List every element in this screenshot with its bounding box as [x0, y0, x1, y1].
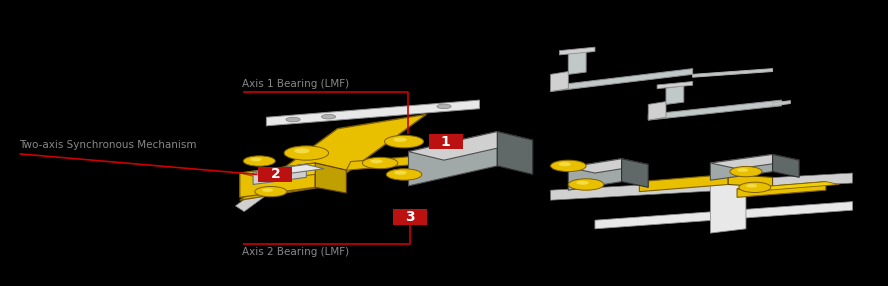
Polygon shape [773, 154, 799, 177]
FancyBboxPatch shape [393, 209, 427, 225]
Circle shape [286, 117, 300, 122]
Polygon shape [408, 132, 533, 160]
Polygon shape [568, 159, 648, 173]
Polygon shape [710, 154, 773, 180]
Polygon shape [595, 202, 852, 229]
Circle shape [437, 104, 451, 109]
Polygon shape [346, 149, 506, 170]
Circle shape [394, 171, 407, 175]
Polygon shape [657, 82, 693, 89]
Circle shape [746, 184, 757, 188]
FancyBboxPatch shape [429, 134, 463, 149]
Polygon shape [648, 100, 781, 120]
Polygon shape [253, 164, 306, 184]
Circle shape [362, 157, 398, 169]
Circle shape [568, 179, 604, 190]
Circle shape [284, 146, 329, 160]
Text: 3: 3 [406, 210, 415, 224]
Polygon shape [240, 163, 315, 197]
Polygon shape [710, 174, 746, 233]
Polygon shape [551, 72, 568, 92]
Circle shape [393, 138, 407, 142]
Polygon shape [622, 159, 648, 187]
Polygon shape [497, 132, 533, 174]
Text: 2: 2 [271, 168, 280, 181]
Circle shape [262, 188, 274, 192]
Polygon shape [253, 164, 324, 176]
Polygon shape [737, 182, 839, 192]
Circle shape [321, 114, 336, 119]
Polygon shape [710, 154, 799, 169]
Circle shape [559, 162, 571, 166]
Polygon shape [240, 163, 346, 180]
Polygon shape [737, 182, 826, 197]
Polygon shape [551, 69, 693, 92]
Text: Two-axis Synchronous Mechanism: Two-axis Synchronous Mechanism [20, 140, 197, 150]
Polygon shape [551, 173, 852, 200]
Polygon shape [266, 100, 480, 126]
Polygon shape [240, 114, 426, 200]
Circle shape [737, 168, 749, 172]
FancyBboxPatch shape [258, 166, 292, 182]
Text: 1: 1 [441, 135, 450, 148]
Polygon shape [773, 101, 790, 106]
Circle shape [255, 186, 287, 197]
Circle shape [243, 156, 275, 166]
Circle shape [576, 181, 589, 185]
Circle shape [250, 158, 262, 161]
Circle shape [730, 166, 762, 177]
Polygon shape [666, 86, 684, 104]
Polygon shape [648, 102, 666, 120]
Circle shape [294, 148, 310, 153]
Polygon shape [639, 174, 728, 192]
Polygon shape [408, 132, 497, 186]
Text: Axis 2 Bearing (LMF): Axis 2 Bearing (LMF) [242, 247, 349, 257]
Polygon shape [728, 174, 773, 187]
Circle shape [385, 135, 424, 148]
Polygon shape [568, 51, 586, 74]
Polygon shape [235, 137, 337, 212]
Circle shape [386, 169, 422, 180]
Polygon shape [693, 69, 773, 77]
Circle shape [370, 159, 383, 163]
Circle shape [739, 182, 771, 192]
Polygon shape [315, 163, 346, 193]
Polygon shape [559, 47, 595, 55]
Circle shape [551, 160, 586, 172]
Text: Axis 1 Bearing (LMF): Axis 1 Bearing (LMF) [242, 79, 349, 89]
Polygon shape [568, 159, 622, 190]
